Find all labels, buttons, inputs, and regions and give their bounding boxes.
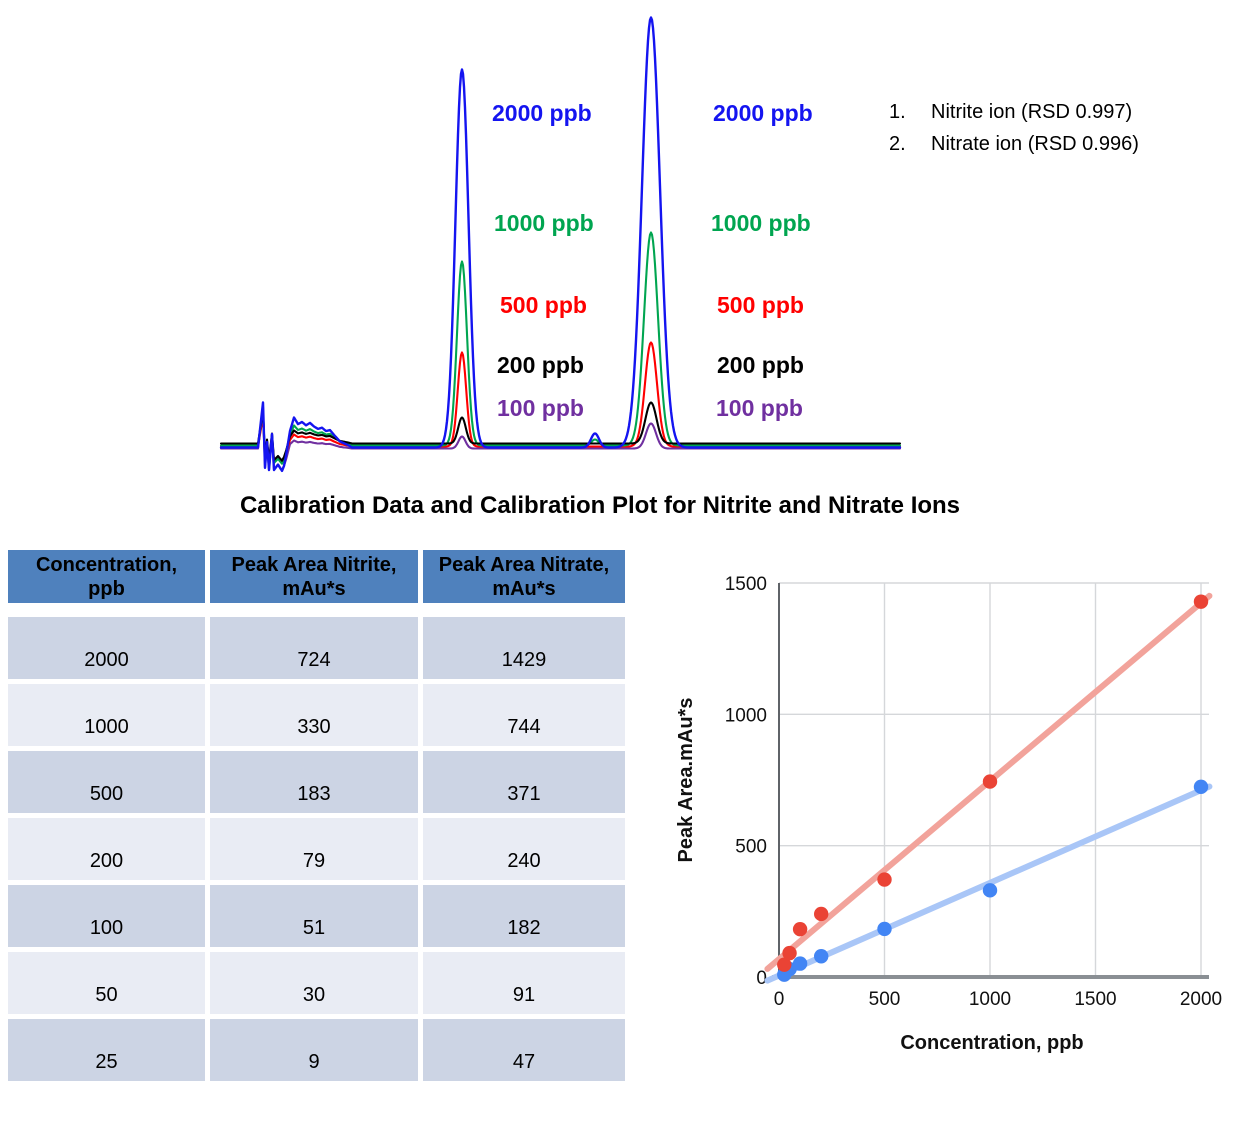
calibration-table: Concentration, ppb Peak Area Nitrite, mAu… [8,550,625,1081]
data-point-nitrate-50 [782,945,797,961]
legend-label: Nitrite ion (RSD 0.997) [931,101,1133,123]
peak-legend: 1. Nitrite ion (RSD 0.997) 2. Nitrate io… [889,96,1139,160]
chromatogram-plot [219,16,902,473]
peak1-label-100ppb: 100 ppb [497,395,584,421]
legend-number: 2. [889,133,906,155]
table-cell-r2c1: 1000 [8,684,205,746]
chromatogram-trace-200ppb [219,401,902,462]
table-cell-r3c1: 500 [8,751,205,813]
table-header-col3: Peak Area Nitrate, mAu*s [423,550,625,603]
peak1-label-2000ppb: 2000 ppb [492,100,592,126]
table-cell-r1c3: 1429 [423,617,625,679]
table-cell-r2c2: 330 [210,684,418,746]
table-cell-r5c1: 100 [8,885,205,947]
legend-number: 1. [889,101,906,123]
peak1-label-500ppb: 500 ppb [500,292,587,318]
data-point-nitrate-1000 [982,774,998,789]
peak2-label-500ppb: 500 ppb [717,292,804,318]
table-cell-r7c1: 25 [8,1019,205,1081]
y-tick-1500: 1500 [725,574,767,595]
table-cell-r7c2: 9 [210,1019,418,1081]
data-point-nitrate-200 [814,906,829,922]
table-cell-r2c3: 744 [423,684,625,746]
table-cell-r5c2: 51 [210,885,418,947]
data-point-nitrite-200 [814,949,829,964]
figure-title: Calibration Data and Calibration Plot fo… [239,492,961,519]
x-tick-0: 0 [774,989,785,1010]
table-cell-r5c3: 182 [423,885,625,947]
peak2-label-200ppb: 200 ppb [717,352,804,378]
table-cell-r3c3: 371 [423,751,625,813]
y-tick-0: 0 [756,968,767,989]
peak1-label-200ppb: 200 ppb [497,352,584,378]
chromatogram-trace-2000ppb [219,16,902,473]
y-tick-500: 500 [735,837,767,858]
data-point-nitrite-500 [877,921,892,937]
table-header-col1: Concentration, ppb [8,550,205,603]
data-point-nitrate-100 [792,921,808,937]
peak1-label-1000ppb: 1000 ppb [494,210,594,236]
data-point-nitrate-25 [777,957,792,972]
peak2-label-2000ppb: 2000 ppb [713,100,813,126]
table-cell-r6c2: 30 [210,952,418,1014]
table-cell-r7c3: 47 [423,1019,625,1081]
table-cell-r1c1: 2000 [8,617,205,679]
table-cell-r6c3: 91 [423,952,625,1014]
x-axis-title: Concentration, ppb [900,1032,1083,1054]
data-point-nitrate-500 [877,872,892,887]
table-cell-r3c2: 183 [210,751,418,813]
table-cell-r4c1: 200 [8,818,205,880]
data-point-nitrite-100 [792,956,808,971]
y-tick-1000: 1000 [725,705,767,726]
x-tick-500: 500 [869,989,901,1010]
peak2-label-1000ppb: 1000 ppb [711,210,811,236]
legend-label: Nitrate ion (RSD 0.996) [931,133,1139,155]
data-point-nitrate-2000 [1193,594,1209,609]
data-point-nitrite-1000 [982,883,998,898]
legend-item-nitrate: 2. Nitrate ion (RSD 0.996) [889,128,1139,160]
legend-item-nitrite: 1. Nitrite ion (RSD 0.997) [889,96,1139,128]
data-point-nitrite-2000 [1193,779,1209,795]
x-tick-1500: 1500 [1074,989,1116,1010]
table-cell-r1c2: 724 [210,617,418,679]
y-axis-title: Peak Area.mAu*s [675,698,697,863]
table-cell-r4c3: 240 [423,818,625,880]
table-header-col2: Peak Area Nitrite, mAu*s [210,550,418,603]
peak2-label-100ppb: 100 ppb [716,395,803,421]
table-cell-r6c1: 50 [8,952,205,1014]
x-tick-2000: 2000 [1180,989,1222,1010]
calibration-plot: 0 500 1000 1500 2000 0 500 1000 1500 Concentratio… [675,574,1222,1054]
x-tick-1000: 1000 [969,989,1011,1010]
table-cell-r4c2: 79 [210,818,418,880]
